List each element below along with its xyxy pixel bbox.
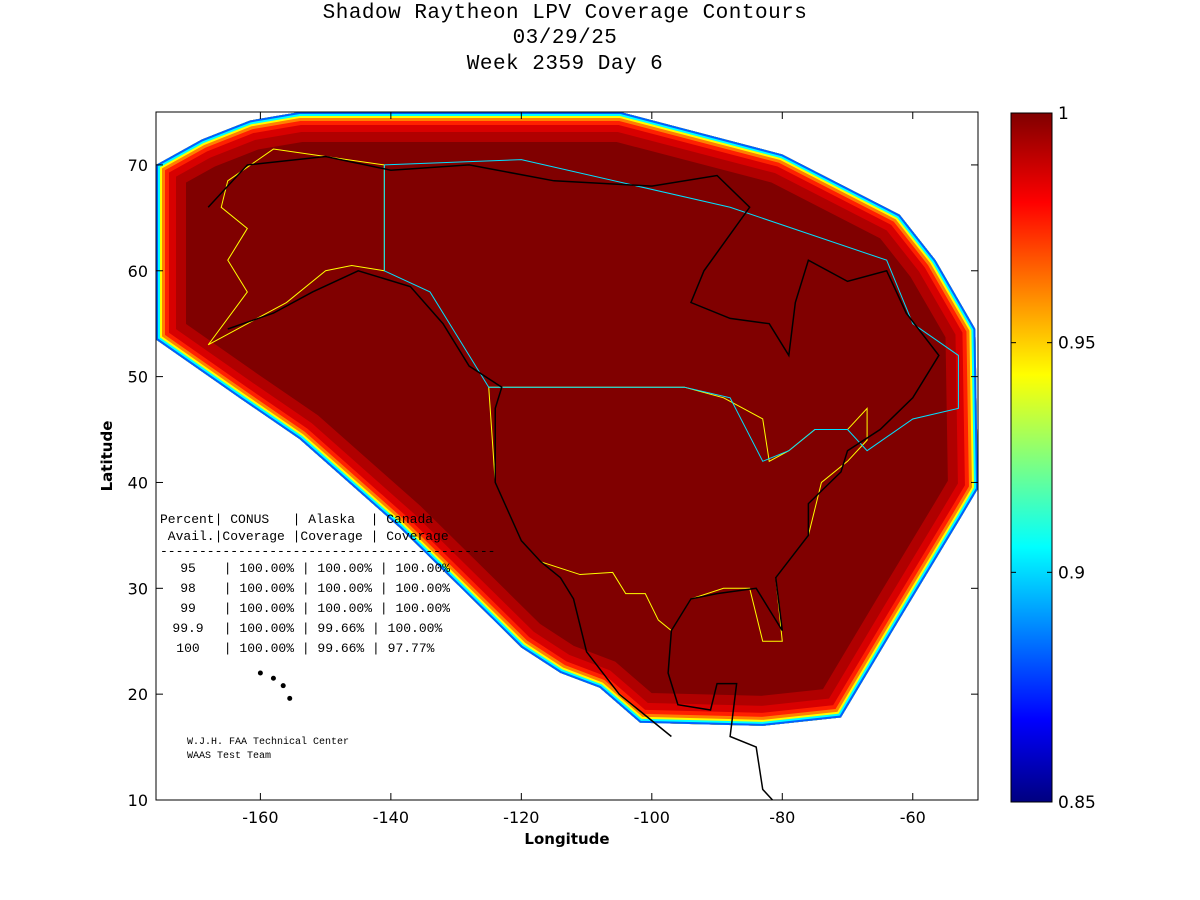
column-separator: |: [216, 641, 240, 656]
credit-line-1: W.J.H. FAA Technical Center: [187, 737, 350, 748]
avail-cell: 99.9: [172, 621, 204, 636]
x-axis-label: Longitude: [524, 830, 609, 848]
avail-cell: 95: [180, 561, 196, 576]
alaska-cell: 99.66%: [317, 621, 365, 636]
table-header-2: Avail.|Coverage |Coverage | Coverage: [160, 529, 449, 544]
column-separator: |: [216, 581, 240, 596]
x-tick-label: -80: [769, 808, 795, 827]
x-tick-label: -140: [373, 808, 409, 827]
y-tick-label: 30: [128, 579, 148, 598]
chart-title-line-1: Shadow Raytheon LPV Coverage Contours: [322, 2, 808, 25]
conus-cell: 100.00%: [239, 581, 295, 596]
colorbar-tick-label: 0.85: [1058, 793, 1096, 813]
alaska-cell: 100.00%: [317, 581, 373, 596]
coverage-contour: [156, 112, 978, 726]
column-separator: |: [216, 601, 240, 616]
table-header-1: Percent| CONUS | Alaska | Canada: [160, 512, 434, 527]
hawaii-island: [257, 670, 263, 676]
alaska-cell: 99.66%: [317, 641, 365, 656]
conus-boundary: [488, 386, 868, 642]
plot-frame: [155, 111, 979, 801]
x-tick-label: -60: [900, 808, 926, 827]
hawaii-island: [270, 675, 276, 681]
column-separator: |: [372, 581, 396, 596]
avail-cell: 98: [180, 581, 196, 596]
hawaii-island: [280, 683, 286, 689]
colorbar-tick-label: 0.9: [1058, 563, 1085, 583]
canada-cell: 100.00%: [395, 581, 451, 596]
y-tick-label: 70: [128, 156, 148, 175]
table-row: 95 | 100.00% | 100.00% | 100.00%: [160, 562, 450, 576]
column-separator: |: [364, 621, 388, 636]
x-tick-label: -100: [634, 808, 670, 827]
column-separator: |: [372, 601, 396, 616]
column-separator: |: [216, 561, 240, 576]
y-tick-label: 20: [128, 685, 148, 704]
alaska-boundary: [207, 148, 385, 346]
x-tick-label: -160: [242, 808, 278, 827]
table-row: 99.9 | 100.00% | 99.66% | 100.00%: [160, 622, 442, 636]
canada-cell: 100.00%: [395, 601, 451, 616]
contour-band: [156, 112, 978, 726]
colorbar: [1010, 112, 1053, 803]
canada-cell: 100.00%: [387, 621, 443, 636]
canada-cell: 100.00%: [395, 561, 451, 576]
table-row: 99 | 100.00% | 100.00% | 100.00%: [160, 602, 450, 616]
conus-cell: 100.00%: [239, 561, 295, 576]
column-separator: |: [364, 641, 388, 656]
y-tick-label: 10: [128, 791, 148, 810]
column-separator: |: [216, 621, 240, 636]
y-axis-label: Latitude: [98, 421, 116, 492]
canada-boundary: [383, 159, 959, 462]
table-row: 100 | 100.00% | 99.66% | 97.77%: [160, 642, 434, 656]
conus-cell: 100.00%: [239, 641, 295, 656]
y-tick-label: 60: [128, 262, 148, 281]
coastline: [207, 155, 940, 800]
table-rule: ----------------------------------------…: [160, 544, 496, 559]
column-separator: |: [294, 561, 318, 576]
y-tick-label: 50: [128, 368, 148, 387]
colorbar-tick-label: 0.95: [1058, 334, 1096, 354]
hawaii-island: [287, 695, 293, 701]
y-tick-label: 40: [128, 473, 148, 492]
table-row: 98 | 100.00% | 100.00% | 100.00%: [160, 582, 450, 596]
alaska-cell: 100.00%: [317, 561, 373, 576]
avail-cell: 100: [176, 641, 200, 656]
coastline-west: [227, 269, 672, 738]
column-separator: |: [294, 641, 318, 656]
x-tick-label: -120: [503, 808, 539, 827]
chart-title-week: Week 2359 Day 6: [466, 53, 664, 76]
column-separator: |: [294, 581, 318, 596]
column-separator: |: [372, 561, 396, 576]
credit-line-2: WAAS Test Team: [187, 751, 272, 762]
chart-title-date: 03/29/25: [512, 27, 618, 50]
colorbar-tick-label: 1: [1058, 104, 1069, 124]
column-separator: |: [294, 621, 318, 636]
conus-cell: 100.00%: [239, 621, 295, 636]
avail-cell: 99: [180, 601, 196, 616]
column-separator: |: [294, 601, 318, 616]
canada-cell: 97.77%: [387, 641, 435, 656]
alaska-cell: 100.00%: [317, 601, 373, 616]
conus-cell: 100.00%: [239, 601, 295, 616]
